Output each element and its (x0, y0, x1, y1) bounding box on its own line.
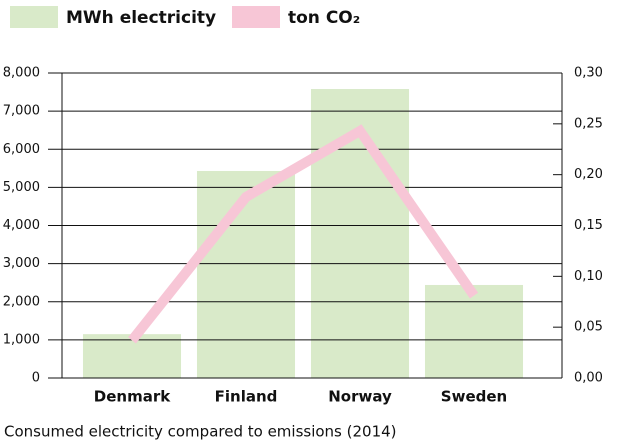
x-tick-label: Sweden (441, 388, 507, 406)
y2-tick-label: 0,20 (574, 167, 603, 182)
legend-label: MWh electricity (66, 8, 216, 28)
bar (424, 284, 524, 378)
legend-swatch (10, 6, 58, 28)
y-tick-label: 0 (32, 371, 40, 386)
y-tick-label: 7,000 (3, 104, 40, 119)
y-tick-label: 2,000 (3, 294, 40, 309)
x-tick-label: Denmark (94, 388, 171, 406)
y-tick-label: 4,000 (3, 218, 40, 233)
x-tick-label: Finland (215, 388, 278, 406)
y-tick-label: 1,000 (3, 332, 40, 347)
chart-caption: Consumed electricity compared to emissio… (4, 423, 397, 441)
y2-tick-label: 0,10 (574, 269, 603, 284)
y-tick-label: 6,000 (3, 142, 40, 157)
y2-tick-label: 0,00 (574, 371, 603, 386)
y2-tick-label: 0,25 (574, 116, 603, 131)
legend-swatch (232, 6, 280, 28)
line (128, 124, 479, 344)
bar (82, 334, 182, 378)
y2-tick-label: 0,30 (574, 66, 603, 81)
y-tick-label: 5,000 (3, 180, 40, 195)
x-tick-label: Norway (328, 388, 392, 406)
legend-label: ton CO₂ (288, 8, 360, 28)
bar (196, 170, 296, 378)
y2-tick-label: 0,05 (574, 320, 603, 335)
y-tick-label: 3,000 (3, 256, 40, 271)
y2-tick-label: 0,15 (574, 218, 603, 233)
y-tick-label: 8,000 (3, 66, 40, 81)
